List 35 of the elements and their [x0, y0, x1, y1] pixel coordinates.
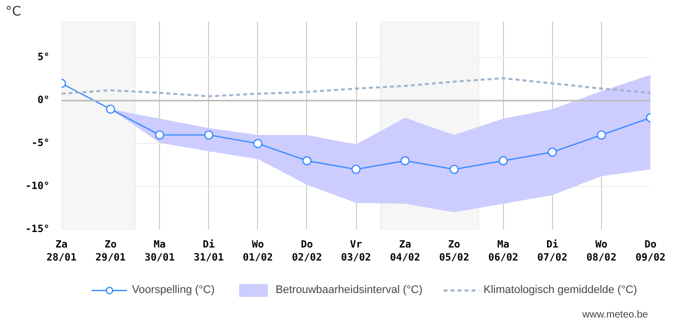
- y-axis-title: °C: [6, 4, 22, 20]
- y-tick-label: -10°: [25, 181, 50, 192]
- x-tick-label: Vr 03/02: [340, 240, 372, 264]
- x-tick-label: Za 28/01: [46, 240, 77, 264]
- legend-label: Klimatologisch gemiddelde (°C): [484, 284, 638, 296]
- point: [106, 104, 116, 114]
- y-tick-label: 0°: [37, 95, 50, 106]
- point: [548, 148, 557, 157]
- x-tick-label: Za 04/02: [390, 240, 420, 264]
- x-tick-label: Do 02/02: [292, 240, 322, 264]
- x-tick-label: Di 31/01: [194, 238, 224, 264]
- x-tick-label: Wo 01/02: [242, 240, 273, 264]
- x-tick-label: Ma 30/01: [144, 240, 175, 264]
- point: [498, 156, 508, 166]
- legend-label: Voorspelling (°C): [132, 284, 215, 296]
- y-tick-label: -5°: [31, 138, 50, 150]
- point: [155, 130, 164, 140]
- point: [596, 130, 606, 140]
- point: [204, 130, 214, 140]
- y-tick-label: -15°: [25, 224, 50, 235]
- point: [400, 156, 410, 166]
- text: www.meteo.be: [581, 310, 648, 320]
- point: [450, 164, 459, 174]
- y-tick-label: 5°: [37, 52, 50, 64]
- x-tick-label: Ma 06/02: [488, 240, 518, 264]
- x-tick-label: Do 09/02: [635, 240, 666, 264]
- x-tick-label: Di 07/02: [537, 238, 568, 264]
- x-tick-label: Zo 05/02: [439, 240, 470, 264]
- point: [253, 138, 262, 148]
- point: [351, 164, 361, 174]
- x-tick-label: Zo 29/01: [96, 240, 126, 264]
- point: [302, 156, 312, 166]
- line-series: [62, 77, 650, 98]
- legend-label: Betrouwbaarheidsinterval (°C): [276, 284, 423, 296]
- x-tick-label: Wo 08/02: [586, 240, 616, 264]
